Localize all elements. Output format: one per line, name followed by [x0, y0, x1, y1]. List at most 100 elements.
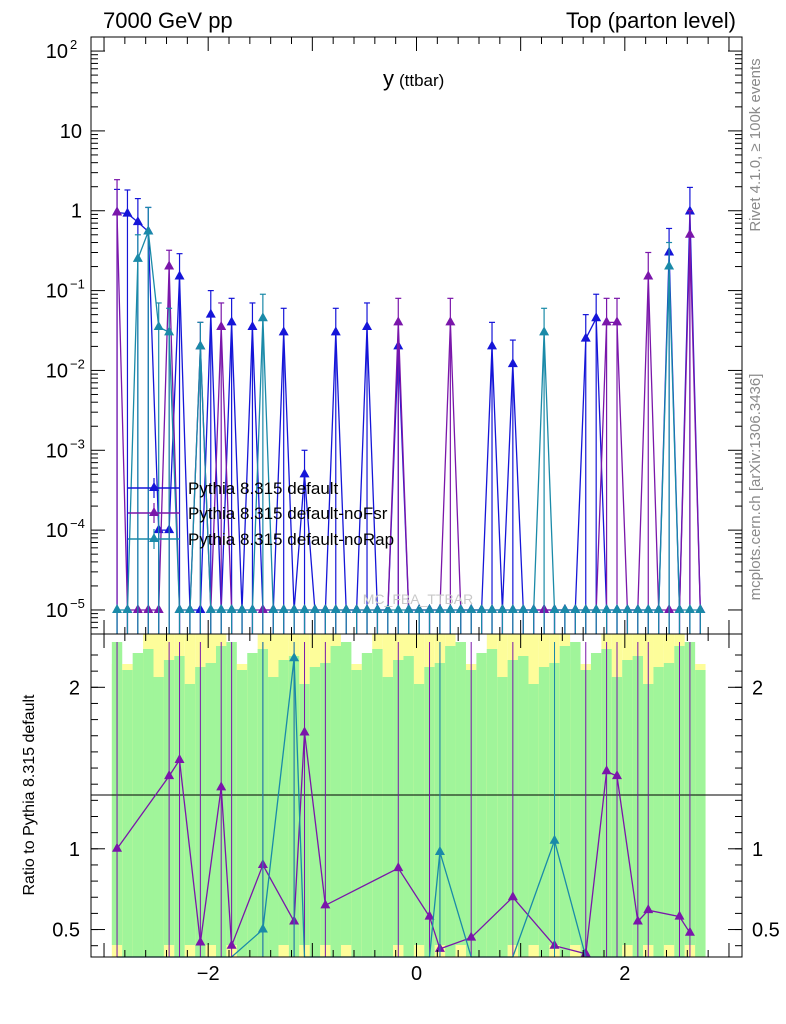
- ratio-band-inner: [205, 663, 216, 945]
- ratio-band-inner: [278, 660, 289, 945]
- ratio-band-inner: [268, 677, 279, 957]
- main-marker: [341, 603, 352, 613]
- main-marker: [153, 320, 164, 330]
- main-marker: [393, 316, 404, 326]
- ratio-marker: [466, 931, 477, 941]
- main-marker: [580, 332, 591, 342]
- ratio-marker: [112, 842, 123, 852]
- main-y-tick-label: 10: [46, 520, 68, 542]
- ratio-band-inner: [309, 667, 321, 957]
- ratio-band-inner: [695, 670, 706, 957]
- main-marker: [382, 603, 393, 613]
- main-y-tick-label: 10: [60, 121, 82, 143]
- main-marker: [122, 603, 133, 613]
- ratio-band-inner: [486, 649, 498, 957]
- rivet-side-label: Rivet 4.1.0, ≥ 100k events: [747, 58, 764, 231]
- ratio-band-inner: [497, 677, 508, 957]
- main-marker: [591, 312, 602, 322]
- main-marker: [362, 320, 373, 330]
- ratio-marker: [674, 910, 685, 920]
- main-series-line: [116, 212, 701, 611]
- ratio-marker: [393, 862, 404, 872]
- main-marker: [372, 603, 383, 613]
- ratio-marker: [226, 939, 237, 949]
- main-marker: [528, 603, 539, 613]
- plot-title-sub: (ttbar): [399, 71, 444, 90]
- ratio-marker: [195, 936, 206, 946]
- ratio-band-inner: [247, 653, 258, 957]
- main-marker: [476, 603, 487, 613]
- main-y-tick-exponent: 2: [70, 37, 77, 52]
- main-marker: [278, 603, 289, 613]
- main-marker: [684, 205, 695, 215]
- ratio-band-inner: [570, 642, 581, 945]
- watermark: MC_FBA_TTBAR: [363, 591, 473, 607]
- main-marker: [330, 603, 341, 613]
- main-marker: [174, 270, 185, 280]
- main-marker: [164, 260, 175, 270]
- ratio-marker: [320, 899, 331, 909]
- main-marker: [580, 603, 591, 613]
- main-marker: [216, 603, 227, 613]
- main-marker: [237, 603, 248, 613]
- main-marker: [674, 603, 685, 613]
- mcplots-side-label: mcplots.cern.ch [arXiv:1306.3436]: [747, 374, 764, 601]
- main-marker: [601, 603, 612, 613]
- ratio-marker: [257, 923, 268, 933]
- main-y-tick-exponent: −5: [70, 596, 85, 611]
- ratio-band-inner: [361, 653, 373, 957]
- ratio-band-inner: [413, 684, 425, 945]
- main-marker: [143, 225, 154, 235]
- ratio-marker: [434, 846, 445, 856]
- legend-label-nofsr: Pythia 8.315 default-noFsr: [188, 504, 388, 523]
- main-marker: [622, 603, 633, 613]
- main-marker: [601, 316, 612, 326]
- ratio-series-layer: [112, 642, 695, 958]
- ratio-band-inner: [663, 663, 675, 945]
- main-marker: [632, 603, 643, 613]
- main-marker: [612, 603, 623, 613]
- ratio-y-tick-label-right: 0.5: [752, 920, 780, 942]
- main-marker: [684, 228, 695, 238]
- ratio-marker: [216, 781, 227, 791]
- main-x-ticks: [103, 37, 730, 634]
- main-marker: [414, 603, 425, 613]
- legend-entry-norap: Pythia 8.315 default-noRap: [128, 529, 394, 549]
- main-marker: [695, 603, 706, 613]
- main-marker: [539, 326, 550, 336]
- main-marker: [205, 308, 216, 318]
- main-marker: [164, 326, 175, 336]
- ratio-panel: 2 2 1 1 0.5 0.5 −2 0 2 Ratio to Pythia 8.315 de…: [21, 633, 780, 985]
- main-marker: [362, 603, 373, 613]
- main-marker: [612, 316, 623, 326]
- main-marker: [559, 603, 570, 613]
- main-marker: [309, 603, 320, 613]
- ratio-y-tick-label: 1: [69, 839, 80, 861]
- main-marker: [643, 270, 654, 280]
- main-y-tick-label: 10: [46, 360, 68, 382]
- ratio-band-inner: [153, 677, 164, 957]
- ratio-band-inner: [403, 656, 414, 957]
- main-y-tick-label: 10: [46, 440, 68, 462]
- main-y-tick-label: 10: [46, 600, 68, 622]
- main-marker: [664, 260, 675, 270]
- main-marker: [570, 603, 581, 613]
- ratio-band-inner: [590, 653, 602, 957]
- main-marker: [268, 603, 279, 613]
- ratio-band-inner: [476, 653, 487, 957]
- main-marker: [299, 468, 310, 478]
- ratio-x-tick-label: −2: [197, 963, 220, 985]
- main-marker: [643, 603, 654, 613]
- main-marker: [174, 603, 185, 613]
- main-y-tick-exponent: −3: [70, 436, 85, 451]
- main-marker: [591, 603, 602, 613]
- main-marker: [403, 603, 414, 613]
- main-marker: [247, 603, 258, 613]
- ratio-band-inner: [455, 642, 466, 945]
- legend-label-norap: Pythia 8.315 default-noRap: [188, 530, 394, 549]
- main-series-2: [112, 206, 706, 634]
- main-series-layer: [112, 179, 706, 634]
- main-marker: [289, 603, 300, 613]
- main-marker: [518, 603, 529, 613]
